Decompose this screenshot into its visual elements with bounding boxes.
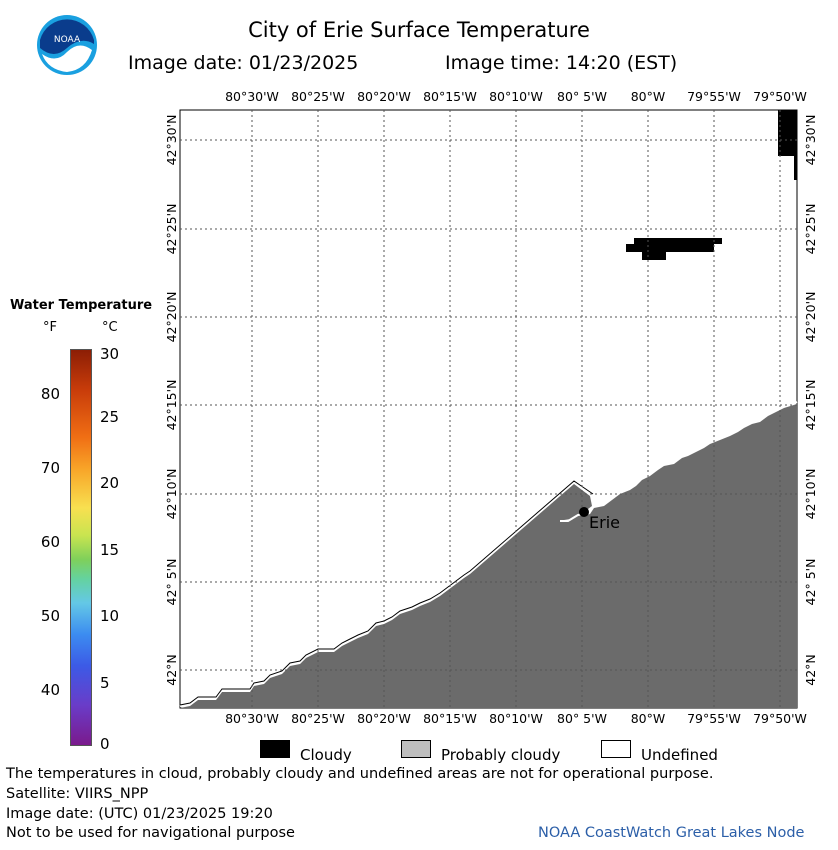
latitude-label-left: 42°10'N [164, 469, 179, 520]
graticule-labels: 80°30'W 80°30'W 80°25'W 80°25'W 80°20'W 80°20… [164, 89, 818, 726]
footer-utc-date: Image date: (UTC) 01/23/2025 19:20 [6, 806, 273, 822]
undefined-swatch [601, 740, 631, 758]
latitude-label-left: 42°30'N [164, 115, 179, 166]
celsius-tick: 10 [100, 607, 120, 625]
noaa-logo-icon: NOAA [37, 15, 97, 75]
footer-navigation-warning: Not to be used for navigational purpose [6, 825, 295, 841]
probably-cloudy-swatch [401, 740, 431, 758]
fahrenheit-tick: 50 [40, 607, 60, 625]
shoreline-outline [179, 480, 594, 706]
longitude-label: 80°20'W [357, 711, 411, 726]
fahrenheit-tick: 80 [40, 385, 60, 403]
cloud-patch [626, 238, 722, 260]
longitude-label: 80°10'W [489, 89, 543, 104]
erie-city-marker[interactable] [579, 507, 589, 517]
undefined-label: Undefined [641, 746, 718, 764]
east-shore-outline [593, 401, 798, 507]
latitude-label-left: 42° 5'N [164, 559, 179, 606]
celsius-tick: 0 [100, 735, 110, 753]
land-area [180, 404, 797, 708]
longitude-label: 80°30'W [225, 89, 279, 104]
probably-cloudy-label: Probably cloudy [441, 746, 561, 764]
credit-link[interactable]: NOAA CoastWatch Great Lakes Node [538, 825, 805, 841]
fahrenheit-tick: 70 [40, 459, 60, 477]
legend-unit-c: °C [102, 320, 118, 335]
image-date: Image date: 01/23/2025 [128, 52, 359, 74]
longitude-label: 79°55'W [687, 89, 741, 104]
longitude-label: 80°15'W [423, 89, 477, 104]
latitude-label-right: 42°30'N [803, 115, 818, 166]
footer-disclaimer: The temperatures in cloud, probably clou… [6, 766, 714, 782]
longitude-label: 80°W [631, 711, 666, 726]
celsius-tick: 20 [100, 474, 120, 492]
celsius-tick: 25 [100, 408, 120, 426]
latitude-label-right: 42°20'N [803, 292, 818, 343]
latitude-label-left: 42°N [164, 654, 179, 686]
cloudy-swatch [260, 740, 290, 758]
map-title: City of Erie Surface Temperature [248, 18, 590, 42]
latitude-label-right: 42°10'N [803, 469, 818, 520]
longitude-label: 80°25'W [291, 711, 345, 726]
longitude-label: 80°20'W [357, 89, 411, 104]
longitude-label: 80°10'W [489, 711, 543, 726]
logo-text: NOAA [54, 35, 81, 45]
celsius-tick: 15 [100, 541, 120, 559]
footer-satellite: Satellite: VIIRS_NPP [6, 786, 149, 802]
longitude-label: 79°50'W [753, 89, 807, 104]
cloudy-label: Cloudy [300, 746, 352, 764]
latitude-label-left: 42°15'N [164, 380, 179, 431]
temperature-colorbar [70, 349, 92, 746]
fahrenheit-tick: 60 [40, 533, 60, 551]
longitude-label: 79°50'W [753, 711, 807, 726]
longitude-label: 80° 5'W [557, 711, 607, 726]
latitude-label-left: 42°25'N [164, 204, 179, 255]
latitude-label-right: 42°25'N [803, 204, 818, 255]
longitude-label: 80°15'W [423, 711, 477, 726]
longitude-label: 80°W [631, 89, 666, 104]
longitude-label: 80° 5'W [557, 89, 607, 104]
image-time: Image time: 14:20 (EST) [445, 52, 678, 74]
latitude-label-right: 42°N [803, 654, 818, 686]
latitude-label-right: 42°15'N [803, 380, 818, 431]
longitude-label: 79°55'W [687, 711, 741, 726]
longitude-label: 80°25'W [291, 89, 345, 104]
erie-city-label: Erie [589, 513, 620, 532]
latitude-label-right: 42° 5'N [803, 559, 818, 606]
fahrenheit-tick: 40 [40, 681, 60, 699]
legend-title: Water Temperature [10, 298, 153, 313]
celsius-tick: 30 [100, 345, 120, 363]
celsius-tick: 5 [100, 674, 110, 692]
cloud-patch-corner [778, 110, 797, 180]
latitude-label-left: 42°20'N [164, 292, 179, 343]
longitude-label: 80°30'W [225, 711, 279, 726]
legend-unit-f: °F [43, 320, 57, 335]
